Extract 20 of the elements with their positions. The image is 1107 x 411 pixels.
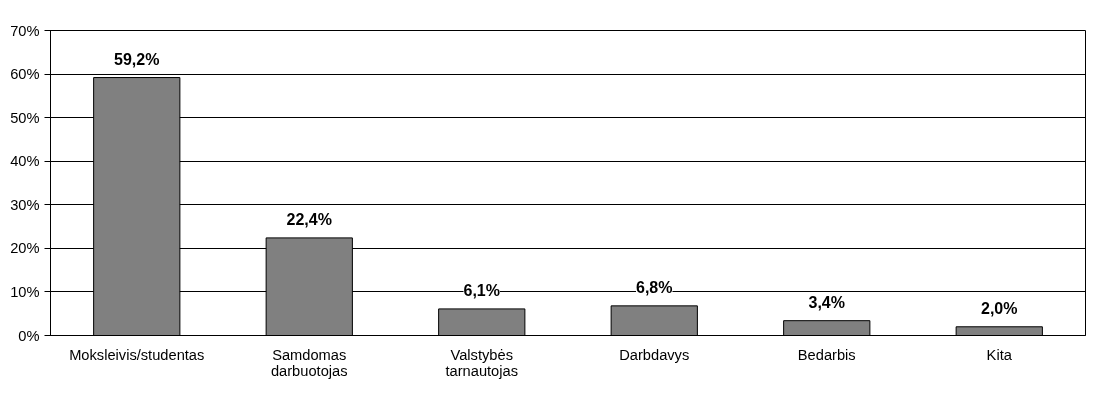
x-tick-label: Valstybės tarnautojas [445, 346, 519, 379]
x-tick-label: Samdomas darbuotojas [270, 346, 348, 379]
y-tick-label: 30% [10, 196, 40, 213]
y-tick-label: 0% [18, 327, 40, 344]
data-label: 6,1% [463, 281, 500, 299]
data-label: 6,8% [636, 278, 673, 296]
y-tick-label: 10% [10, 283, 40, 300]
y-tick-label: 70% [10, 22, 40, 39]
y-tick-label: 60% [10, 66, 40, 83]
x-tick-label: Kita [986, 346, 1013, 363]
x-tick-label: Moksleivis/studentas [69, 346, 205, 363]
x-tick-label: Bedarbis [797, 346, 856, 363]
data-label: 59,2% [114, 50, 160, 68]
y-tick-label: 20% [10, 240, 40, 257]
x-tick-label: Darbdavys [619, 346, 690, 363]
data-label: 22,4% [286, 210, 332, 228]
data-label: 3,4% [808, 293, 845, 311]
y-tick-label: 50% [10, 109, 40, 126]
data-label: 2,0% [981, 299, 1018, 317]
y-tick-label: 40% [10, 153, 40, 170]
